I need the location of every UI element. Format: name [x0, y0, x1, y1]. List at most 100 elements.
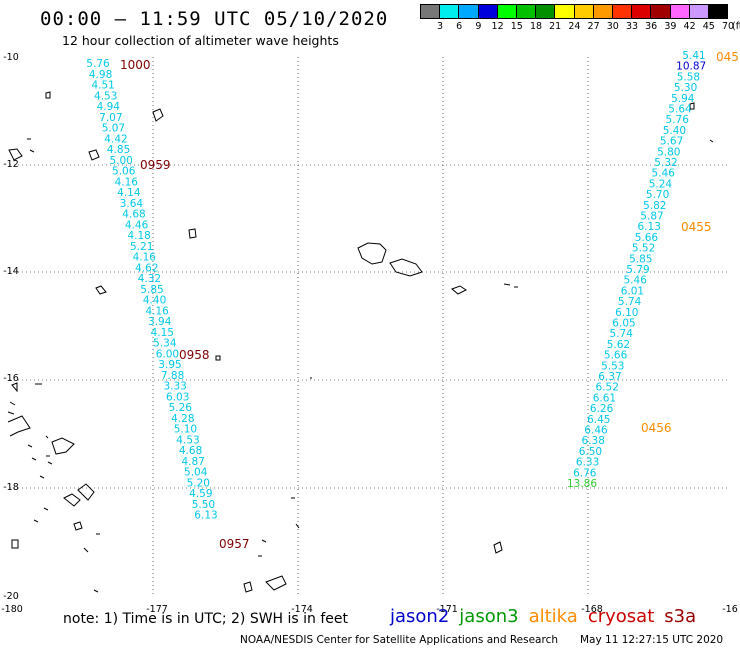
- lat-tick-label: -16: [3, 373, 19, 384]
- satellite-legend-item: altika: [528, 606, 578, 627]
- lat-tick-label: -20: [3, 591, 19, 602]
- island: [265, 575, 287, 591]
- wave-height-value: 6.50: [579, 446, 602, 458]
- wave-height-value: 4.98: [89, 69, 112, 81]
- wave-height-value: 5.21: [130, 241, 153, 253]
- legend-label: 33: [625, 21, 639, 32]
- island: [27, 138, 35, 153]
- wave-height-value: 5.62: [607, 339, 630, 351]
- wave-height-value: 4.87: [181, 456, 204, 468]
- island: [7, 401, 16, 415]
- wave-height-value: 5.58: [677, 71, 700, 83]
- wave-height-value: 5.32: [654, 157, 677, 169]
- wave-height-value: 6.37: [598, 371, 621, 383]
- satellite-legend-item: jason2: [390, 606, 450, 627]
- wave-height-value: 5.46: [652, 168, 676, 180]
- wave-height-value: 4.94: [97, 101, 121, 113]
- pass-time-label: 0959: [140, 158, 171, 172]
- wave-height-value: 4.18: [127, 230, 150, 242]
- wave-height-value: 5.87: [640, 211, 663, 223]
- wave-height-value: 5.67: [660, 136, 683, 148]
- wave-height-value: 6.13: [194, 510, 217, 522]
- pass-time-label: 0456: [641, 421, 672, 435]
- lon-tick-label: -177: [146, 604, 168, 615]
- wave-height-value: 6.76: [573, 467, 597, 479]
- wave-height-value: 4.32: [138, 273, 161, 285]
- wave-height-value: 5.70: [646, 189, 669, 201]
- island-outlines: [7, 91, 714, 593]
- wave-height-value: 13.86: [567, 478, 597, 490]
- wave-height-value: 5.85: [629, 253, 652, 265]
- wave-height-value: 4.53: [94, 90, 117, 102]
- wave-height-value: 6.00: [156, 348, 179, 360]
- legend-label: 6: [456, 21, 463, 32]
- legend-label: 24: [568, 21, 581, 32]
- island: [88, 149, 100, 161]
- satellite-legend: jason2 jason3 altika cryosat s3a: [390, 606, 706, 627]
- wave-height-value: 4.14: [117, 187, 141, 199]
- lat-tick-label: -12: [3, 159, 19, 170]
- wave-height-value: 6.01: [621, 285, 644, 297]
- island: [43, 507, 100, 553]
- island: [73, 521, 83, 531]
- pass-time-label: 1000: [120, 58, 151, 72]
- satellite-legend-item: s3a: [664, 606, 697, 627]
- wave-height-value: 5.76: [666, 114, 690, 126]
- island: [188, 228, 197, 239]
- wave-height-value: 5.06: [112, 166, 136, 178]
- wave-height-value: 5.40: [663, 125, 686, 137]
- legend-label: 30: [606, 21, 619, 32]
- wave-height-value: 5.76: [86, 58, 110, 70]
- legend-label: 39: [664, 21, 677, 32]
- wave-height-value: 6.13: [638, 221, 661, 233]
- wave-height-value: 5.94: [671, 93, 695, 105]
- wave-height-value: 5.66: [604, 350, 628, 362]
- lon-tick-label: -180: [1, 604, 23, 615]
- wave-height-value: 5.34: [153, 338, 177, 350]
- wave-height-value: 6.26: [590, 403, 614, 415]
- legend-unit: (ft): [732, 21, 740, 32]
- map-subtitle: 12 hour collection of altimeter wave hei…: [62, 33, 339, 48]
- wave-height-value: 7.88: [161, 370, 184, 382]
- legend-label: 21: [549, 21, 562, 32]
- pass-time-label: 045: [716, 50, 739, 64]
- island: [95, 285, 107, 295]
- wave-height-value: 4.16: [115, 176, 139, 188]
- island: [493, 541, 503, 554]
- island: [77, 483, 95, 501]
- wave-height-value: 3.95: [158, 359, 181, 371]
- island: [389, 258, 423, 277]
- wave-height-value: 4.16: [133, 252, 157, 264]
- wave-height-value: 5.74: [618, 296, 642, 308]
- lon-tick-label: -16: [722, 604, 738, 615]
- wave-height-value: 3.64: [120, 198, 144, 210]
- wave-height-value: 6.03: [166, 391, 189, 403]
- wave-height-value: 6.46: [584, 425, 608, 437]
- pass-time-labels: 1000 0959 0958 0957 045 0455 0456: [120, 50, 739, 551]
- legend-label: 3: [436, 21, 444, 32]
- wave-height-value: 5.52: [632, 243, 655, 255]
- legend-label: 9: [475, 21, 482, 32]
- map-grid: [10, 57, 730, 597]
- island: [152, 108, 164, 122]
- island: [51, 437, 75, 455]
- wave-height-value: 6.33: [576, 457, 599, 469]
- wave-height-value: 4.51: [91, 80, 114, 92]
- wave-height-value: 6.38: [582, 435, 605, 447]
- wave-height-value: 3.94: [148, 316, 172, 328]
- wave-height-value: 6.10: [615, 307, 638, 319]
- wave-height-value: 5.30: [674, 82, 697, 94]
- legend-label: 42: [683, 21, 696, 32]
- wave-height-value: 5.85: [140, 284, 163, 296]
- wave-height-value: 7.07: [99, 112, 122, 124]
- pass-time-label: 0455: [681, 220, 712, 234]
- pass-time-label: 0958: [179, 348, 210, 362]
- island: [503, 283, 518, 288]
- legend-label: 15: [510, 21, 523, 32]
- legend-label: 36: [645, 21, 658, 32]
- wave-height-value: 6.05: [612, 318, 635, 330]
- lat-tick-label: -14: [3, 266, 19, 277]
- lon-tick-label: -174: [291, 604, 313, 615]
- wave-height-value: 5.80: [657, 146, 680, 158]
